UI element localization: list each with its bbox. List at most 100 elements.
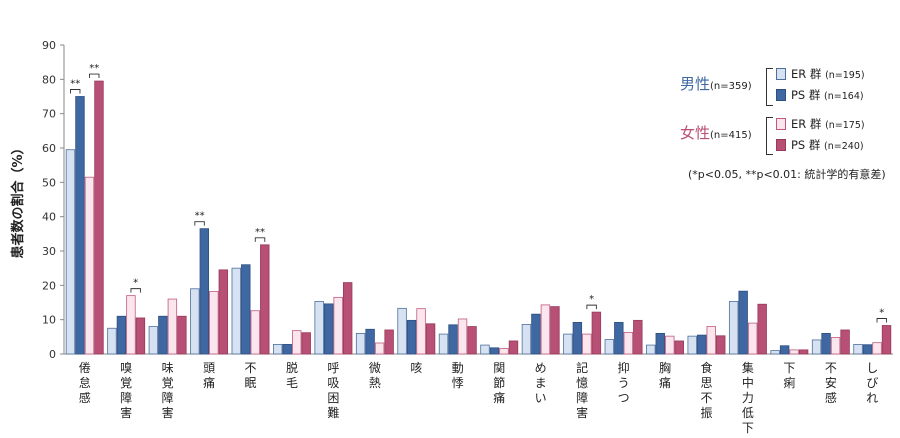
- y-tick-label: 0: [49, 348, 56, 361]
- bar: [273, 343, 283, 355]
- bar: [167, 298, 178, 355]
- bar: [572, 322, 583, 355]
- bar: [84, 176, 95, 355]
- category-label: 動悸: [452, 361, 464, 390]
- bar: [292, 330, 302, 355]
- category-label: 脱毛: [286, 360, 298, 390]
- bar: [706, 326, 716, 355]
- bar: [531, 313, 541, 355]
- bar: [260, 244, 270, 355]
- bar: [499, 348, 509, 355]
- bar: [355, 332, 366, 355]
- bar: [438, 333, 449, 355]
- legend-male-title: 男性(n=359): [680, 73, 752, 94]
- bar: [177, 315, 187, 355]
- bar: [550, 306, 560, 355]
- legend-female-n: (n=415): [710, 130, 752, 141]
- bar: [582, 333, 592, 355]
- legend-female-title: 女性(n=415): [680, 122, 752, 143]
- bar: [811, 339, 822, 355]
- swatch-female-er: [776, 118, 786, 130]
- significance-bracket: [89, 73, 100, 79]
- bar: [604, 339, 615, 355]
- bar: [148, 326, 159, 355]
- category-label: 嗅覚障害: [120, 361, 132, 420]
- y-tick-label: 90: [42, 39, 56, 52]
- bar: [563, 333, 573, 355]
- legend-item-female-er: ER 群 (n=175): [776, 116, 865, 132]
- category-label: 味覚障害: [162, 361, 174, 420]
- significance-mark: **: [195, 211, 205, 222]
- legend-female-label: 女性: [680, 124, 711, 142]
- legend-item-male-ps: PS 群 (n=164): [776, 87, 864, 103]
- legend-male-ps-n: (n=164): [824, 91, 864, 102]
- significance-mark: *: [589, 294, 594, 305]
- bar: [158, 315, 168, 355]
- bar: [190, 288, 200, 355]
- y-tick-label: 60: [42, 142, 56, 155]
- bar: [209, 291, 219, 355]
- y-axis-label: 患者数の割合（%）: [10, 141, 26, 258]
- bar: [821, 332, 831, 355]
- bar: [872, 342, 882, 355]
- bar: [633, 319, 643, 355]
- significance-mark: **: [70, 79, 80, 90]
- bar: [323, 303, 334, 355]
- legend-male-er-n: (n=195): [825, 70, 865, 81]
- bar: [231, 267, 241, 355]
- bar: [738, 290, 748, 355]
- category-label: 頭痛: [203, 361, 215, 390]
- swatch-male-er: [776, 68, 786, 80]
- y-tick-label: 30: [42, 245, 56, 258]
- category-label: 咳: [410, 361, 422, 375]
- bar: [365, 328, 375, 355]
- swatch-male-ps: [776, 89, 786, 101]
- legend-male-bracket: [766, 68, 773, 106]
- category-label: 関節痛: [493, 361, 505, 405]
- bar: [614, 322, 624, 355]
- bar: [623, 331, 634, 355]
- category-label: 抑うつ: [618, 360, 630, 405]
- y-tick-label: 70: [42, 108, 56, 121]
- y-tick-label: 80: [42, 73, 56, 86]
- bar: [126, 295, 136, 355]
- bar: [674, 340, 684, 355]
- bar: [521, 324, 532, 355]
- significance-markers: ***********: [70, 63, 887, 323]
- bar: [250, 310, 260, 355]
- bar: [840, 329, 850, 355]
- bar: [75, 96, 85, 355]
- bar: [798, 349, 809, 355]
- legend-male-er-label: ER 群: [791, 67, 822, 81]
- significance-bracket: [194, 221, 205, 226]
- legend-male-n: (n=359): [710, 81, 752, 92]
- bar: [107, 327, 117, 355]
- bar: [457, 318, 468, 355]
- bar: [665, 335, 675, 355]
- legend-female-er-n: (n=175): [825, 120, 865, 131]
- bar: [770, 350, 780, 355]
- significance-mark: **: [255, 227, 265, 238]
- legend-male-label: 男性: [680, 75, 711, 93]
- bar: [342, 282, 353, 355]
- category-label: 倦怠感: [79, 361, 91, 405]
- category-label: 記憶障害: [576, 360, 588, 420]
- bar: [301, 332, 311, 355]
- legend-female-ps-n: (n=240): [824, 141, 864, 152]
- legend-item-male-er: ER 群 (n=195): [776, 66, 865, 82]
- bar: [881, 325, 892, 355]
- category-label: 不安感: [825, 361, 837, 405]
- category-label: 集中力低下: [742, 360, 754, 435]
- legend-female-bracket: [766, 117, 773, 155]
- legend-female-er-label: ER 群: [791, 117, 822, 131]
- significance-mark: *: [133, 278, 138, 289]
- legend-male-ps-label: PS 群: [791, 88, 821, 102]
- bar: [747, 322, 758, 355]
- category-label: 下痢: [783, 361, 795, 390]
- bar: [779, 345, 790, 355]
- bar: [480, 344, 490, 355]
- significance-bracket: [876, 318, 887, 323]
- bar: [218, 269, 229, 355]
- significance-mark: *: [879, 308, 884, 319]
